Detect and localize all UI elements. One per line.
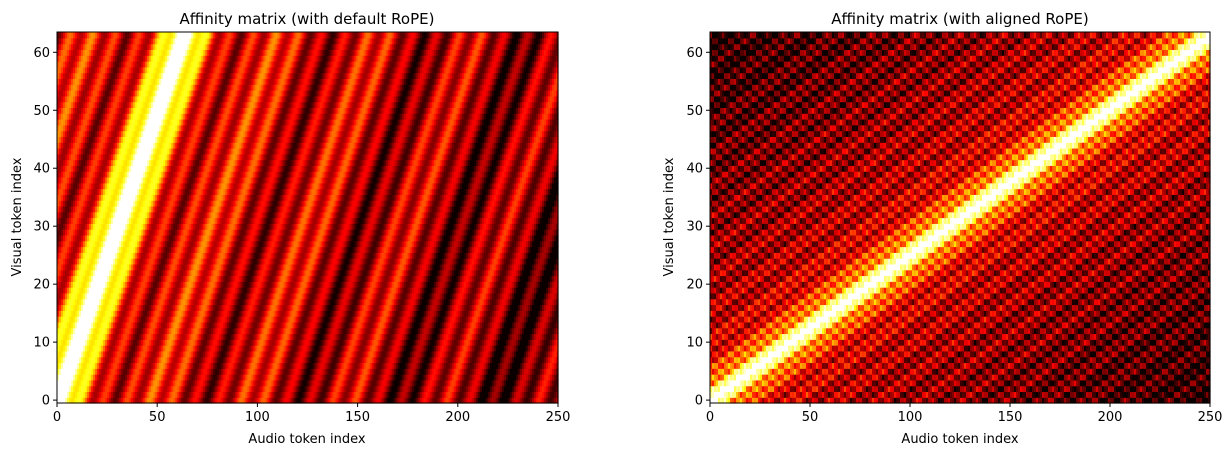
chart-default-rope: Affinity matrix (with default RoPE) 0 50 1… — [10, 10, 570, 447]
heatmap-cells — [57, 32, 559, 404]
chart-title: Affinity matrix (with default RoPE) — [180, 10, 435, 28]
